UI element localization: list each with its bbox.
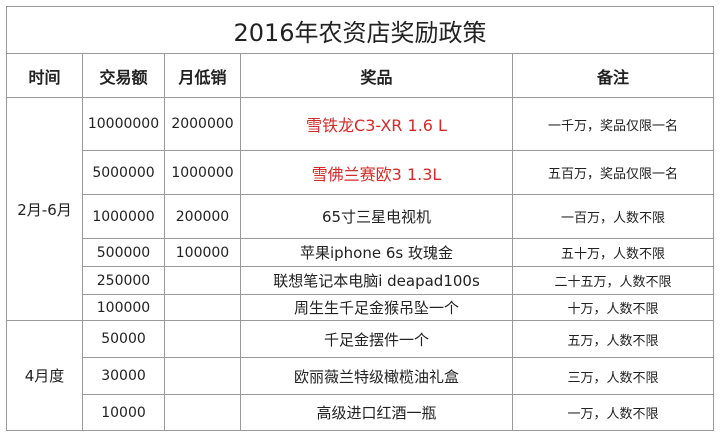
header-min-monthly: 月低销	[164, 53, 241, 98]
volume-cell: 10000000	[82, 97, 165, 151]
prize-cell: 联想笔记本电脑i deapad100s	[240, 266, 513, 295]
min-monthly-cell: 1000000	[164, 150, 241, 195]
note-cell: 五百万，奖品仅限一名	[511, 150, 715, 195]
min-monthly-cell: 200000	[164, 194, 241, 239]
note-cell: 一百万，人数不限	[511, 194, 715, 239]
table-row: 100000 周生生千足金猴吊坠一个 十万，人数不限	[7, 294, 715, 321]
note-cell: 三万，人数不限	[511, 357, 715, 395]
min-monthly-cell	[164, 320, 241, 358]
prize-cell: 65寸三星电视机	[240, 194, 513, 239]
volume-cell: 50000	[82, 320, 165, 358]
min-monthly-cell	[164, 394, 241, 431]
volume-cell: 1000000	[82, 194, 165, 239]
table-row: 10000 高级进口红酒一瓶 一万，人数不限	[7, 394, 715, 431]
note-cell: 五万，人数不限	[511, 320, 715, 358]
header-prize: 奖品	[240, 53, 513, 98]
table-row: 5000000 1000000 雪佛兰赛欧3 1.3L 五百万，奖品仅限一名	[7, 150, 715, 195]
min-monthly-cell	[164, 266, 241, 295]
table-row: 30000 欧丽薇兰特级橄榄油礼盒 三万，人数不限	[7, 357, 715, 395]
note-cell: 五十万，人数不限	[511, 238, 715, 267]
prize-cell: 千足金摆件一个	[240, 320, 513, 358]
min-monthly-cell: 100000	[164, 238, 241, 267]
volume-cell: 500000	[82, 238, 165, 267]
volume-cell: 100000	[82, 294, 165, 321]
volume-cell: 5000000	[82, 150, 165, 195]
prize-cell: 苹果iphone 6s 玫瑰金	[240, 238, 513, 267]
prize-cell: 雪铁龙C3-XR 1.6 L	[240, 97, 513, 151]
table-row: 250000 联想笔记本电脑i deapad100s 二十五万，人数不限	[7, 266, 715, 295]
note-cell: 二十五万，人数不限	[511, 266, 715, 295]
table-row: 1000000 200000 65寸三星电视机 一百万，人数不限	[7, 194, 715, 239]
reward-policy-table: 2016年农资店奖励政策 时间 交易额 月低销 奖品 备注 2月-6月 1000…	[5, 6, 715, 431]
prize-cell: 雪佛兰赛欧3 1.3L	[240, 150, 513, 195]
table-title: 2016年农资店奖励政策	[5, 6, 715, 54]
min-monthly-cell	[164, 357, 241, 395]
prize-cell: 周生生千足金猴吊坠一个	[240, 294, 513, 321]
header-note: 备注	[511, 53, 715, 98]
volume-cell: 250000	[82, 266, 165, 295]
note-cell: 一万，人数不限	[511, 394, 715, 431]
prize-cell: 高级进口红酒一瓶	[240, 394, 513, 431]
volume-cell: 30000	[82, 357, 165, 395]
header-volume: 交易额	[82, 53, 165, 98]
note-cell: 一千万，奖品仅限一名	[511, 97, 715, 151]
header-time: 时间	[6, 53, 83, 98]
note-cell: 十万，人数不限	[511, 294, 715, 321]
min-monthly-cell: 2000000	[164, 97, 241, 151]
min-monthly-cell	[164, 294, 241, 321]
period-cell: 2月-6月	[6, 97, 83, 321]
volume-cell: 10000	[82, 394, 165, 431]
table-row: 2月-6月 10000000 2000000 雪铁龙C3-XR 1.6 L 一千…	[6, 97, 715, 321]
table-row: 500000 100000 苹果iphone 6s 玫瑰金 五十万，人数不限	[7, 238, 715, 267]
prize-cell: 欧丽薇兰特级橄榄油礼盒	[240, 357, 513, 395]
period-cell: 4月度	[6, 320, 83, 431]
table-row: 4月度 50000 千足金摆件一个 五万，人数不限	[6, 320, 715, 431]
